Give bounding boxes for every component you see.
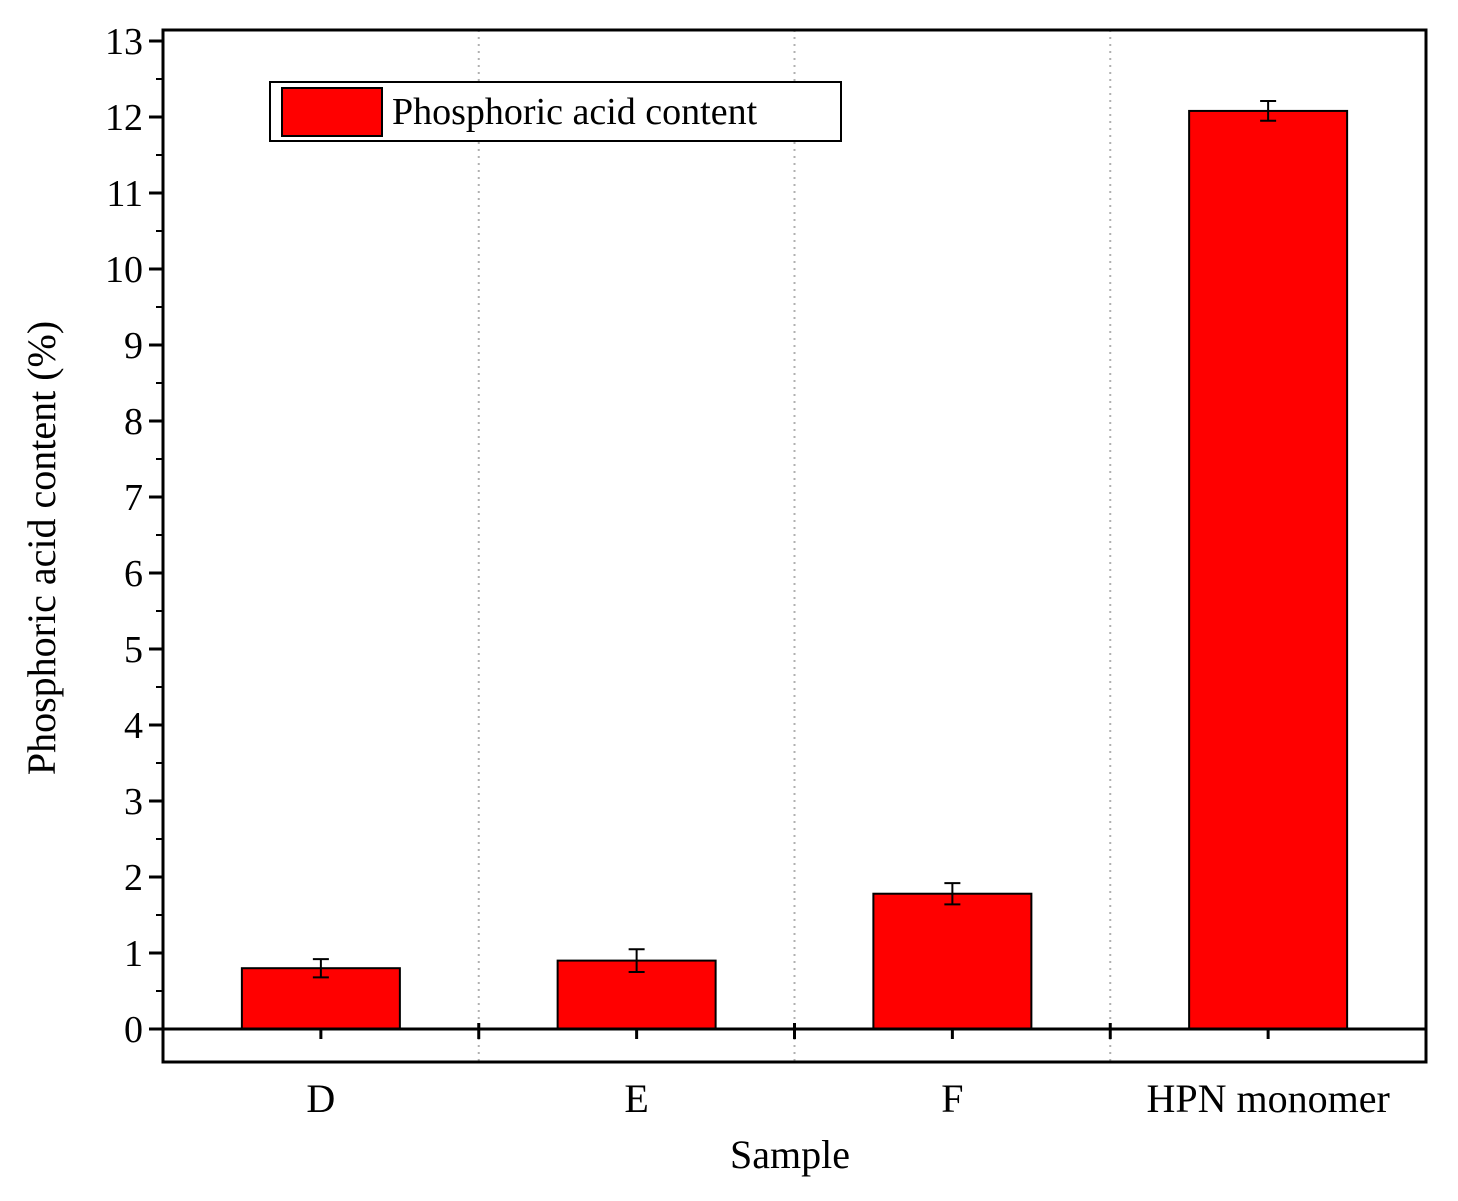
error-bar bbox=[628, 948, 645, 973]
y-tick-label: 10 bbox=[105, 249, 143, 291]
bar-hpn-monomer bbox=[1188, 109, 1349, 1031]
x-tick-label: HPN monomer bbox=[1146, 1076, 1389, 1121]
error-bar bbox=[312, 958, 329, 979]
legend-label: Phosphoric acid content bbox=[392, 91, 758, 133]
y-axis-title: Phosphoric acid content (%) bbox=[19, 321, 64, 775]
y-tick-label: 11 bbox=[106, 173, 143, 215]
y-tick-label: 4 bbox=[124, 705, 143, 747]
y-tick-label: 12 bbox=[105, 97, 143, 139]
error-bar bbox=[1260, 100, 1277, 122]
y-tick-label: 3 bbox=[124, 781, 143, 823]
y-tick-label: 2 bbox=[124, 857, 143, 899]
legend: Phosphoric acid content bbox=[269, 81, 842, 142]
error-bar bbox=[944, 882, 961, 906]
x-axis: D E F HPN monomer bbox=[306, 1023, 1390, 1121]
x-axis-title: Sample bbox=[730, 1132, 850, 1177]
plot-border bbox=[161, 28, 1428, 1064]
y-tick-label: 8 bbox=[124, 401, 143, 443]
legend-swatch bbox=[281, 87, 383, 137]
bar-f bbox=[872, 892, 1033, 1030]
bars-layer bbox=[240, 100, 1349, 1031]
y-tick-label: 0 bbox=[124, 1009, 143, 1051]
y-tick-label: 13 bbox=[105, 21, 143, 63]
x-tick-label: F bbox=[941, 1076, 963, 1121]
y-tick-label: 1 bbox=[124, 933, 143, 975]
y-tick-label: 5 bbox=[124, 629, 143, 671]
bar-d bbox=[240, 967, 401, 1031]
y-tick-label: 9 bbox=[124, 325, 143, 367]
y-tick-label: 7 bbox=[124, 477, 143, 519]
x-tick-label: E bbox=[624, 1076, 648, 1121]
x-tick-label: D bbox=[306, 1076, 335, 1121]
y-tick-label: 6 bbox=[124, 553, 143, 595]
